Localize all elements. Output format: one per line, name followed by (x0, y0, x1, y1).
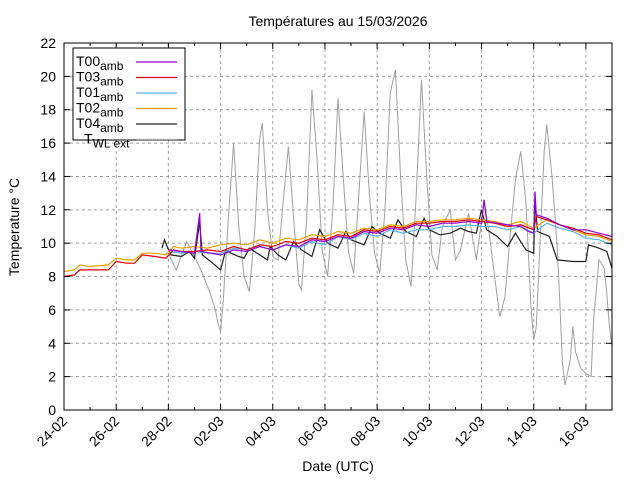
plot-frame (63, 42, 613, 411)
x-tick-label: 26-02 (86, 413, 123, 450)
legend-label-main: T (84, 131, 93, 147)
legend-label-sub: WL ext (93, 137, 131, 151)
x-axis-label: Date (UTC) (302, 458, 374, 474)
legend-label-sub: amb (100, 90, 124, 104)
chart-title: Températures au 15/03/2026 (248, 13, 427, 29)
legend-label-sub: amb (100, 106, 124, 120)
legend-label: T01amb (76, 84, 124, 104)
y-tick-label: 18 (40, 102, 56, 118)
legend-entry: TWL ext (84, 131, 177, 151)
y-tick-label: 6 (48, 302, 56, 318)
y-tick-label: 8 (48, 269, 56, 285)
x-tick-label: 24-02 (33, 413, 70, 450)
legend-label-main: T01 (76, 84, 100, 100)
x-tick-label: 28-02 (138, 413, 175, 450)
y-tick-label: 2 (48, 369, 56, 385)
legend-entry: T02amb (76, 100, 177, 120)
x-tick-label: 02-03 (190, 413, 227, 450)
x-tick-label: 14-03 (503, 413, 540, 450)
legend-label-sub: amb (100, 75, 124, 89)
series-line-t03amb (63, 215, 613, 278)
y-tick-label: 20 (40, 68, 56, 84)
legend-label: T02amb (76, 100, 124, 120)
legend-label: T03amb (76, 69, 124, 89)
legend-label-main: T03 (76, 69, 100, 85)
series-line-t02amb (63, 217, 613, 273)
x-tick-label: 16-03 (555, 413, 592, 450)
legend-entry: T00amb (76, 53, 177, 73)
legend-label: T04amb (76, 115, 124, 135)
y-tick-label: 14 (40, 168, 56, 184)
x-tick-label: 08-03 (347, 413, 384, 450)
legend-entry: T03amb (76, 69, 177, 89)
y-tick-label: 22 (40, 35, 56, 51)
legend-box (72, 47, 186, 141)
legend-entry: T04amb (76, 115, 177, 135)
legend-label-main: T02 (76, 100, 100, 116)
legend-label: TWL ext (84, 131, 130, 151)
y-tick-label: 4 (48, 335, 56, 351)
x-tick-label: 10-03 (399, 413, 436, 450)
legend-label-sub: amb (100, 121, 124, 135)
x-tick-label: 06-03 (294, 413, 331, 450)
y-tick-label: 10 (40, 235, 56, 251)
y-tick-label: 12 (40, 202, 56, 218)
y-tick-label: 0 (48, 402, 56, 418)
series-line-t00amb (168, 191, 613, 256)
x-tick-label: 04-03 (242, 413, 279, 450)
x-tick-label: 12-03 (451, 413, 488, 450)
y-axis-label: Temperature °C (6, 178, 22, 276)
y-tick-label: 16 (40, 135, 56, 151)
series-line-twlext (167, 69, 613, 386)
series-layer (63, 69, 613, 386)
series-line-t04amb (161, 201, 613, 271)
legend-label-sub: amb (100, 59, 124, 73)
legend-label-main: T04 (76, 115, 100, 131)
legend-label-main: T00 (76, 53, 100, 69)
legend-label: T00amb (76, 53, 124, 73)
legend-entry: T01amb (76, 84, 177, 104)
